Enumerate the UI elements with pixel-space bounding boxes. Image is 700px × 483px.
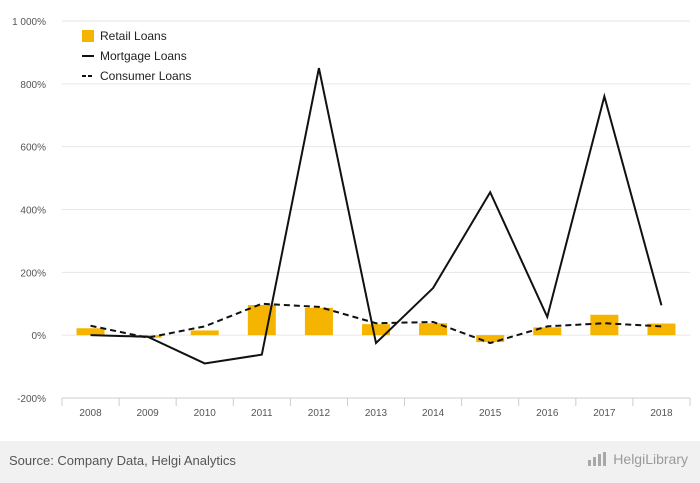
- y-tick-label: -200%: [17, 394, 46, 405]
- x-tick-label: 2016: [536, 408, 559, 419]
- helgi-logo-icon: [588, 452, 607, 466]
- footer-bar: Source: Company Data, Helgi Analytics He…: [0, 441, 700, 483]
- y-tick-label: 400%: [20, 206, 46, 217]
- x-tick-label: 2018: [650, 408, 673, 419]
- x-tick-label: 2017: [593, 408, 616, 419]
- x-tick-label: 2015: [479, 408, 502, 419]
- bar-retail-loans: [76, 328, 105, 336]
- bar-retail-loans: [476, 335, 505, 343]
- x-tick-label: 2009: [137, 408, 160, 419]
- line-mortgage-loans: [90, 67, 663, 365]
- y-tick-label: 800%: [20, 80, 46, 91]
- x-tick-label: 2014: [422, 408, 445, 419]
- bar-retail-loans: [647, 323, 676, 336]
- bar-retail-loans: [304, 307, 333, 336]
- legend-label: Retail Loans: [100, 29, 167, 43]
- bar-retail-loans: [419, 323, 448, 336]
- x-tick-label: 2008: [79, 408, 102, 419]
- legend-label: Mortgage Loans: [100, 49, 187, 63]
- legend-label: Consumer Loans: [100, 69, 191, 83]
- y-tick-label: 200%: [20, 268, 46, 279]
- source-note: Source: Company Data, Helgi Analytics: [9, 453, 236, 468]
- bar-retail-loans: [190, 330, 219, 336]
- y-tick-label: 1 000%: [12, 17, 46, 28]
- bar-retail-loans: [590, 314, 619, 336]
- x-tick-label: 2013: [365, 408, 388, 419]
- bar-retail-loans: [362, 324, 390, 336]
- y-tick-label: 600%: [20, 143, 46, 154]
- x-tick-label: 2012: [308, 408, 331, 419]
- legend-swatch-retail-loans: [82, 30, 94, 42]
- brand[interactable]: HelgiLibrary: [587, 451, 688, 467]
- x-tick-label: 2010: [194, 408, 217, 419]
- brand-name: HelgiLibrary: [613, 451, 688, 467]
- y-tick-label: 0%: [32, 331, 47, 342]
- bar-retail-loans: [533, 327, 562, 336]
- x-tick-label: 2011: [251, 408, 273, 419]
- line-consumer-loans: [90, 302, 662, 345]
